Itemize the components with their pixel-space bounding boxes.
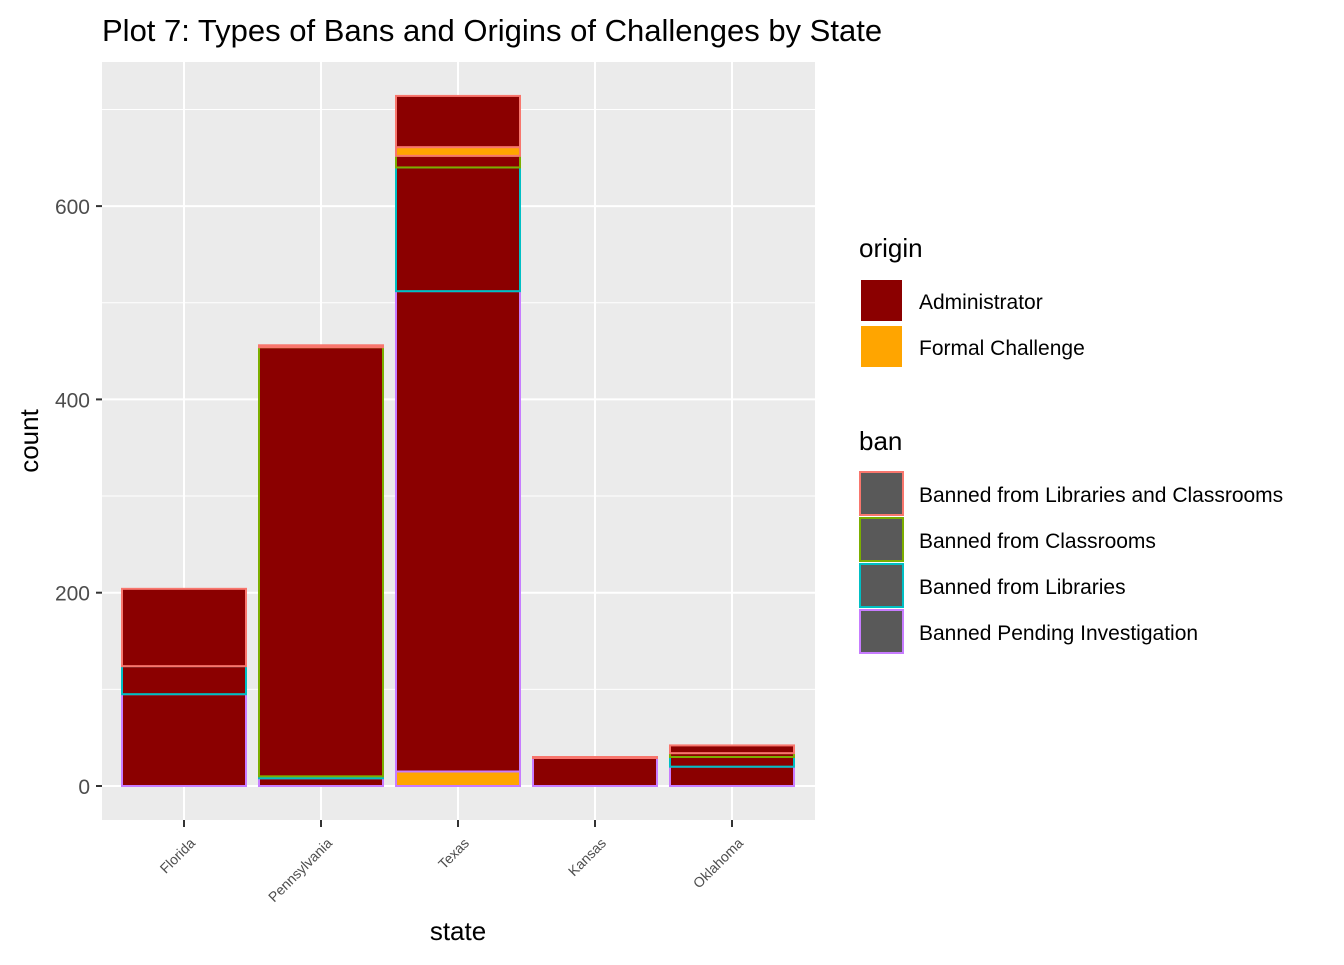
y-axis-label: count bbox=[14, 408, 44, 472]
x-tick-label: Texas bbox=[435, 835, 472, 872]
x-tick-label: Pennsylvania bbox=[265, 835, 335, 905]
bar-segment bbox=[669, 756, 795, 768]
legend-key bbox=[859, 563, 904, 608]
y-tick-label: 200 bbox=[55, 583, 90, 606]
legend-label: Banned from Libraries and Classrooms bbox=[919, 484, 1283, 507]
bar-segment bbox=[121, 693, 247, 787]
legend-label: Formal Challenge bbox=[919, 337, 1085, 360]
legend-title: ban bbox=[859, 426, 902, 456]
legend-label: Banned from Classrooms bbox=[919, 530, 1156, 553]
bar-segment bbox=[532, 756, 658, 787]
y-tick-label: 0 bbox=[78, 776, 90, 799]
y-tick-label: 600 bbox=[55, 196, 90, 219]
bar-segment bbox=[395, 154, 521, 169]
bar-segment bbox=[258, 346, 384, 778]
y-tick-label: 400 bbox=[55, 389, 90, 412]
legend-label: Administrator bbox=[919, 291, 1043, 314]
chart-title: Plot 7: Types of Bans and Origins of Cha… bbox=[102, 13, 882, 48]
x-tick-label: Kansas bbox=[565, 835, 609, 879]
x-axis-label: state bbox=[430, 916, 486, 946]
legend-key bbox=[859, 324, 904, 369]
bar-segment bbox=[395, 94, 521, 149]
legend-label: Banned Pending Investigation bbox=[919, 622, 1198, 645]
bar-segment bbox=[532, 756, 658, 759]
legend-key bbox=[859, 471, 904, 516]
x-tick-label: Oklahoma bbox=[690, 835, 747, 892]
bar-segment bbox=[395, 290, 521, 773]
bar-segment bbox=[258, 344, 384, 349]
bar-segment bbox=[395, 146, 521, 157]
bar-segment bbox=[121, 665, 247, 696]
bar-segment bbox=[669, 744, 795, 755]
bar-segment bbox=[669, 765, 795, 787]
legend-key bbox=[859, 609, 904, 654]
x-tick-label: Florida bbox=[157, 835, 199, 877]
bar-segment bbox=[121, 587, 247, 668]
legend-key bbox=[859, 517, 904, 562]
bar-segment bbox=[395, 770, 521, 788]
legend-key bbox=[859, 278, 904, 323]
legend-title: origin bbox=[859, 233, 923, 263]
bar-segment bbox=[258, 777, 384, 788]
legend-label: Banned from Libraries bbox=[919, 576, 1126, 599]
bar-segment bbox=[395, 166, 521, 293]
